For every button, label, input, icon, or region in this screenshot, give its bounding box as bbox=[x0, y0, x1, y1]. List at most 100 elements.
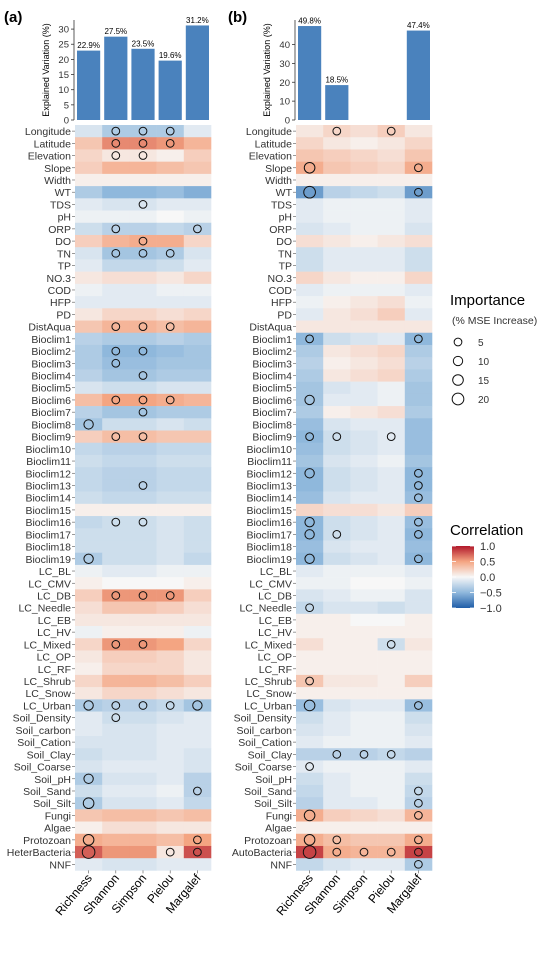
row-label: ORP bbox=[269, 224, 292, 236]
heatmap-cell bbox=[102, 247, 130, 260]
heatmap-cell bbox=[350, 723, 378, 737]
importance-marker bbox=[138, 432, 148, 441]
heatmap-cell bbox=[350, 442, 378, 456]
heatmap-cell bbox=[296, 833, 324, 847]
heatmap-cell bbox=[75, 369, 103, 382]
heatmap-cell bbox=[75, 858, 103, 871]
heatmap-cell bbox=[156, 626, 185, 639]
heatmap-cell bbox=[404, 784, 433, 798]
heatmap-cell bbox=[156, 467, 185, 480]
importance-legend-label: 10 bbox=[478, 357, 490, 368]
heatmap-cell bbox=[129, 687, 157, 700]
row-label: Bioclim16 bbox=[25, 517, 71, 529]
row-label: Protozoan bbox=[244, 835, 292, 847]
heatmap-cell bbox=[296, 845, 324, 859]
heatmap-cell bbox=[183, 516, 212, 529]
heatmap-cell bbox=[350, 173, 378, 187]
heatmap-cell bbox=[404, 198, 433, 211]
heatmap-cell bbox=[129, 772, 157, 786]
heatmap-cell bbox=[75, 259, 103, 272]
heatmap-cell bbox=[75, 442, 103, 456]
importance-legend-circle bbox=[452, 355, 464, 367]
heatmap-cell bbox=[129, 381, 157, 395]
heatmap-cell bbox=[377, 125, 406, 138]
importance-marker bbox=[414, 468, 423, 478]
heatmap-cell bbox=[75, 784, 103, 798]
heatmap-cell bbox=[323, 198, 351, 211]
heatmap-cell bbox=[156, 784, 185, 798]
heatmap-cell bbox=[156, 442, 185, 456]
heatmap-cell bbox=[404, 564, 433, 578]
heatmap-cell bbox=[156, 491, 185, 505]
heatmap-cell bbox=[183, 308, 212, 321]
heatmap-cell bbox=[350, 784, 378, 798]
importance-marker bbox=[414, 847, 423, 857]
heatmap-cell bbox=[183, 222, 212, 236]
row-label: Bioclim8 bbox=[31, 419, 71, 431]
heatmap-cell bbox=[296, 613, 324, 627]
row-label: LC_Shrub bbox=[24, 676, 71, 688]
heatmap-cell bbox=[129, 137, 157, 150]
heatmap-cell bbox=[404, 833, 433, 847]
importance-marker bbox=[304, 553, 315, 564]
row-label: DO bbox=[276, 236, 292, 248]
heatmap-cell bbox=[129, 283, 157, 297]
importance-marker bbox=[83, 553, 94, 564]
heatmap-cell bbox=[75, 344, 103, 358]
heatmap-cell bbox=[156, 650, 185, 663]
importance-marker bbox=[138, 346, 148, 356]
importance-marker bbox=[304, 394, 315, 406]
heatmap-cell bbox=[377, 589, 406, 602]
heatmap-cell bbox=[183, 149, 212, 162]
heatmap-cell bbox=[75, 283, 103, 297]
heatmap-cell bbox=[75, 723, 103, 737]
importance-marker bbox=[414, 554, 423, 564]
heatmap-cell bbox=[377, 833, 406, 847]
heatmap-cell bbox=[377, 161, 406, 175]
heatmap-cell bbox=[296, 357, 324, 370]
heatmap-cell bbox=[156, 332, 185, 346]
heatmap-cell bbox=[156, 344, 185, 358]
heatmap-cell bbox=[102, 662, 130, 676]
heatmap-cell bbox=[129, 552, 157, 566]
heatmap-cell bbox=[129, 296, 157, 309]
heatmap-cell bbox=[377, 381, 406, 395]
bar-margalef bbox=[406, 30, 430, 120]
heatmap-cell bbox=[296, 344, 324, 358]
heatmap-cell bbox=[183, 601, 212, 615]
heatmap-cell bbox=[404, 613, 433, 627]
heatmap-cell bbox=[129, 406, 157, 419]
heatmap-cell bbox=[323, 601, 351, 615]
heatmap-cell bbox=[404, 528, 433, 541]
row-label: Soil_pH bbox=[255, 774, 292, 786]
heatmap-cell bbox=[183, 833, 212, 847]
row-label: LC_Needle bbox=[18, 603, 71, 615]
heatmap-cell bbox=[156, 308, 185, 321]
heatmap-cell bbox=[156, 320, 185, 334]
heatmap-cell bbox=[377, 357, 406, 370]
heatmap-cell bbox=[75, 186, 103, 199]
row-label: Slope bbox=[44, 163, 71, 175]
heatmap-cell bbox=[296, 784, 324, 798]
heatmap-cell bbox=[350, 760, 378, 773]
importance-marker bbox=[138, 407, 148, 417]
heatmap-cell bbox=[350, 797, 378, 810]
heatmap-cell bbox=[404, 479, 433, 492]
importance-marker bbox=[83, 700, 94, 711]
importance-legend-label: 5 bbox=[478, 338, 484, 349]
heatmap-cell bbox=[129, 467, 157, 480]
heatmap-cell bbox=[156, 247, 185, 260]
importance-legend-circle bbox=[453, 337, 463, 347]
row-label: ORP bbox=[48, 224, 71, 236]
bar-y-tick-label: 10 bbox=[279, 97, 290, 108]
heatmap-cell bbox=[377, 845, 406, 859]
heatmap-cell bbox=[404, 308, 433, 321]
heatmap-cell bbox=[323, 234, 351, 248]
importance-marker bbox=[332, 749, 342, 759]
heatmap-cell bbox=[323, 186, 351, 199]
importance-marker bbox=[138, 481, 148, 490]
heatmap-cell bbox=[156, 161, 185, 175]
row-label: Bioclim19 bbox=[246, 554, 292, 566]
heatmap-cell bbox=[129, 332, 157, 346]
row-label: LC_Snow bbox=[25, 688, 71, 700]
